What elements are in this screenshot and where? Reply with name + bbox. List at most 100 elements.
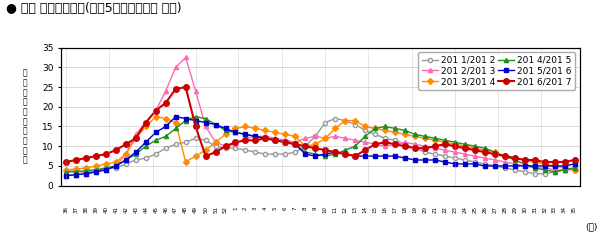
201 3/201 4	[152, 115, 159, 118]
201 2/201 3	[571, 169, 578, 171]
Text: 39: 39	[93, 206, 98, 213]
Text: 3: 3	[253, 206, 258, 210]
201 6/201 7	[571, 159, 578, 161]
Line: 201 2/201 3: 201 2/201 3	[64, 55, 576, 178]
201 4/201 5	[381, 125, 389, 128]
201 2/201 3	[312, 135, 319, 138]
201 3/201 4	[62, 169, 70, 171]
201 4/201 5	[62, 170, 70, 173]
Text: (週): (週)	[586, 223, 598, 232]
201 5/201 6	[312, 155, 319, 158]
201 5/201 6	[571, 163, 578, 165]
Text: 32: 32	[542, 206, 547, 213]
201 3/201 4	[381, 129, 389, 132]
Text: 51: 51	[213, 206, 218, 213]
Text: 48: 48	[183, 206, 188, 213]
Text: 44: 44	[143, 206, 148, 213]
Y-axis label: 定
点
当
た
り
患
者
報
告
数: 定 点 当 た り 患 者 報 告 数	[23, 69, 27, 165]
Text: 15: 15	[373, 206, 378, 213]
Text: 16: 16	[382, 206, 387, 213]
Text: 33: 33	[552, 206, 557, 213]
Legend: 201 1/201 2, 201 2/201 3, 201 3/201 4, 201 4/201 5, 201 5/201 6, 201 6/201 7: 201 1/201 2, 201 2/201 3, 201 3/201 4, 2…	[418, 52, 575, 90]
Text: 49: 49	[193, 206, 198, 213]
Text: 45: 45	[153, 206, 158, 213]
201 1/201 2	[342, 119, 349, 122]
201 5/201 6	[252, 135, 259, 138]
Text: 7: 7	[293, 206, 298, 210]
201 1/201 2	[571, 166, 578, 169]
Text: 41: 41	[113, 206, 118, 213]
201 6/201 7	[541, 161, 548, 164]
201 6/201 7	[401, 145, 409, 148]
Text: 10: 10	[323, 206, 328, 213]
201 5/201 6	[102, 169, 110, 171]
Text: 8: 8	[303, 206, 308, 210]
201 3/201 4	[541, 163, 548, 165]
201 4/201 5	[192, 115, 199, 118]
Text: 36: 36	[63, 206, 68, 213]
201 5/201 6	[541, 164, 548, 167]
Text: 18: 18	[403, 206, 407, 213]
201 1/201 2	[242, 149, 249, 152]
Text: 2: 2	[243, 206, 248, 210]
Text: 25: 25	[472, 206, 477, 213]
Text: 52: 52	[223, 206, 228, 213]
Text: 28: 28	[502, 206, 508, 213]
Text: 46: 46	[163, 206, 168, 213]
Text: 26: 26	[483, 206, 487, 213]
201 1/201 2	[62, 170, 70, 173]
201 2/201 3	[381, 145, 389, 148]
Text: 4: 4	[263, 206, 268, 210]
Text: 31: 31	[532, 206, 537, 213]
Text: 42: 42	[123, 206, 128, 213]
Text: 22: 22	[442, 206, 447, 213]
201 4/201 5	[541, 169, 548, 171]
201 4/201 5	[102, 166, 110, 169]
201 1/201 2	[102, 168, 110, 170]
Text: 5: 5	[273, 206, 278, 210]
201 3/201 4	[401, 133, 409, 136]
201 1/201 2	[531, 172, 538, 175]
Text: 9: 9	[313, 206, 318, 210]
201 4/201 5	[252, 135, 259, 138]
Text: 50: 50	[203, 206, 208, 213]
201 6/201 7	[62, 161, 70, 164]
Text: 13: 13	[353, 206, 357, 213]
Text: 6: 6	[283, 206, 288, 210]
201 3/201 4	[312, 143, 319, 146]
201 5/201 6	[381, 155, 389, 158]
Line: 201 3/201 4: 201 3/201 4	[64, 114, 576, 172]
Line: 201 5/201 6: 201 5/201 6	[64, 114, 576, 178]
Text: 12: 12	[343, 206, 348, 213]
Text: 38: 38	[84, 206, 88, 213]
Text: ● 県内 週別発生動向(過去5シーズンとの 比較): ● 県内 週別発生動向(過去5シーズンとの 比較)	[6, 2, 182, 15]
201 2/201 3	[541, 166, 548, 169]
201 6/201 7	[102, 153, 110, 155]
201 4/201 5	[312, 153, 319, 155]
Text: 43: 43	[133, 206, 138, 213]
201 3/201 4	[571, 169, 578, 171]
Text: 29: 29	[512, 206, 517, 213]
Text: 40: 40	[103, 206, 109, 213]
201 3/201 4	[102, 163, 110, 165]
Text: 17: 17	[392, 206, 398, 213]
Text: 35: 35	[572, 206, 577, 213]
Text: 27: 27	[492, 206, 497, 213]
Line: 201 1/201 2: 201 1/201 2	[64, 117, 576, 176]
Text: 11: 11	[332, 206, 338, 213]
Line: 201 6/201 7: 201 6/201 7	[63, 84, 577, 165]
201 2/201 3	[401, 141, 409, 144]
201 6/201 7	[252, 139, 259, 142]
Text: 14: 14	[362, 206, 368, 213]
201 3/201 4	[252, 127, 259, 130]
201 1/201 2	[401, 143, 409, 146]
Text: 24: 24	[462, 206, 467, 213]
201 5/201 6	[401, 157, 409, 159]
Text: 30: 30	[522, 206, 527, 213]
Text: 37: 37	[73, 206, 79, 213]
Text: 23: 23	[453, 206, 458, 213]
Text: 34: 34	[562, 206, 567, 213]
Text: 20: 20	[423, 206, 428, 213]
201 1/201 2	[381, 137, 389, 140]
201 2/201 3	[182, 56, 189, 59]
